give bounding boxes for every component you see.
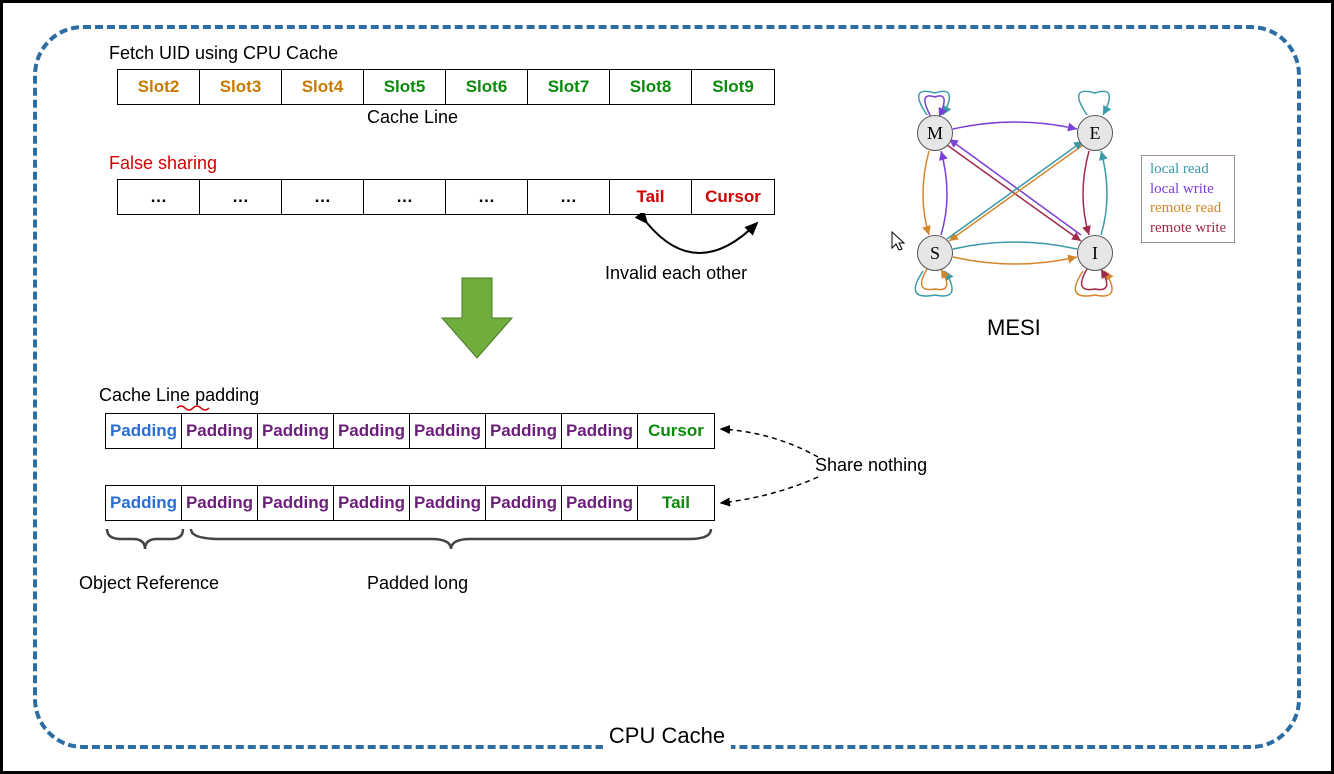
mesi-legend: local readlocal writeremote readremote w…	[1141, 155, 1235, 243]
cell: Slot7	[528, 70, 610, 104]
section1-title: Fetch UID using CPU Cache	[109, 43, 338, 64]
cell: Padding	[562, 486, 638, 520]
big-arrow-svg	[437, 273, 517, 363]
invalid-annotation: Invalid each other	[605, 263, 747, 284]
legend-item: local read	[1150, 160, 1226, 180]
mesi-node-s: S	[917, 235, 953, 271]
cell: Slot6	[446, 70, 528, 104]
brace1-label: Object Reference	[79, 573, 219, 594]
legend-item: local write	[1150, 180, 1226, 200]
cell: Slot3	[200, 70, 282, 104]
diagram-content: Fetch UID using CPU Cache Slot2Slot3Slot…	[57, 35, 1277, 739]
cell: Slot5	[364, 70, 446, 104]
cell: …	[364, 180, 446, 214]
cell: Padding	[182, 414, 258, 448]
cache-line-caption: Cache Line	[367, 107, 458, 128]
false-sharing-title: False sharing	[109, 153, 217, 174]
cell: Padding	[106, 414, 182, 448]
padding-row-tail: PaddingPaddingPaddingPaddingPaddingPaddi…	[105, 485, 715, 521]
mesi-node-e: E	[1077, 115, 1113, 151]
cell: Tail	[610, 180, 692, 214]
cell: …	[446, 180, 528, 214]
cell: Padding	[486, 486, 562, 520]
cell: Padding	[258, 486, 334, 520]
cell: Padding	[410, 414, 486, 448]
share-nothing-annotation: Share nothing	[815, 455, 927, 476]
mesi-diagram: MESI local readlocal writeremote readrem…	[887, 85, 1247, 345]
cell: Cursor	[692, 180, 774, 214]
brace2-label: Padded long	[367, 573, 468, 594]
mesi-node-i: I	[1077, 235, 1113, 271]
cell: Slot4	[282, 70, 364, 104]
mesi-node-m: M	[917, 115, 953, 151]
cell: Tail	[638, 486, 714, 520]
cursor-icon	[889, 230, 909, 254]
mesi-title: MESI	[987, 315, 1041, 341]
cell: Slot9	[692, 70, 774, 104]
cell: …	[528, 180, 610, 214]
padding-row-cursor: PaddingPaddingPaddingPaddingPaddingPaddi…	[105, 413, 715, 449]
cell: Cursor	[638, 414, 714, 448]
cache-line-row: Slot2Slot3Slot4Slot5Slot6Slot7Slot8Slot9	[117, 69, 775, 105]
cell: Padding	[258, 414, 334, 448]
false-sharing-row: ………………TailCursor	[117, 179, 775, 215]
cell: Padding	[106, 486, 182, 520]
cell: …	[200, 180, 282, 214]
cell: …	[282, 180, 364, 214]
legend-item: remote read	[1150, 199, 1226, 219]
cell: Padding	[486, 414, 562, 448]
legend-item: remote write	[1150, 219, 1226, 239]
cell: Slot2	[118, 70, 200, 104]
brace-svg	[101, 525, 721, 561]
cell: Padding	[562, 414, 638, 448]
cell: Padding	[182, 486, 258, 520]
squiggle-icon	[175, 403, 215, 413]
cell: Slot8	[610, 70, 692, 104]
cell: Padding	[334, 486, 410, 520]
cell: Padding	[334, 414, 410, 448]
cell: …	[118, 180, 200, 214]
cell: Padding	[410, 486, 486, 520]
